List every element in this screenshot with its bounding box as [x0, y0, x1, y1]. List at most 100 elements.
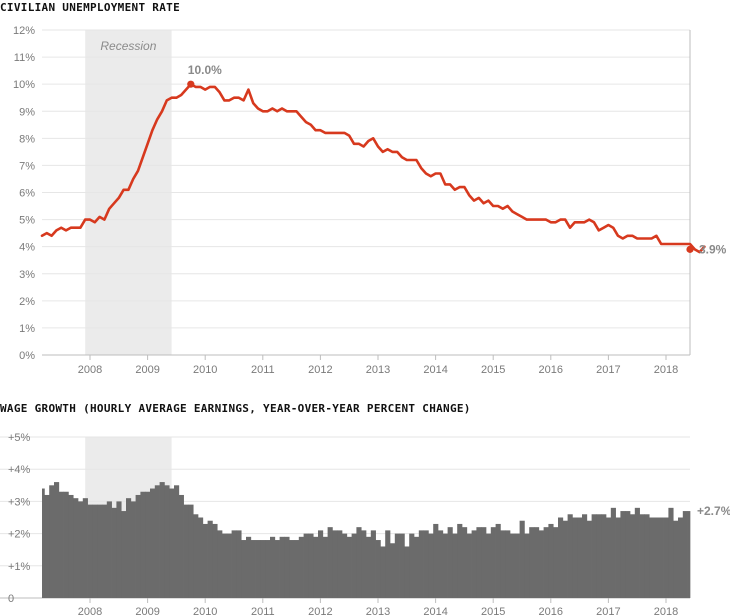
wage-bar — [428, 533, 434, 598]
wage-bar — [260, 540, 266, 598]
wage-bar — [601, 514, 607, 598]
wage-bar — [380, 546, 386, 598]
wage-bar — [615, 517, 621, 598]
wage-bar — [591, 514, 597, 598]
x-tick-label: 2010 — [193, 364, 217, 376]
y-tick-label: 4% — [19, 242, 35, 254]
wage-bar — [270, 536, 276, 598]
wage-bar — [423, 530, 429, 598]
wage-bar — [543, 527, 549, 598]
x-tick-label: 2018 — [654, 606, 678, 616]
wage-bar — [663, 517, 669, 598]
y-tick-label: +2% — [8, 529, 31, 541]
x-tick-label: 2009 — [135, 364, 159, 376]
wage-bar — [457, 523, 463, 598]
wage-bar — [250, 540, 256, 598]
wage-bar — [274, 540, 280, 598]
wage-bar — [486, 533, 492, 598]
wage-bar — [394, 533, 400, 598]
wage-bar — [678, 517, 684, 598]
x-tick-label: 2012 — [308, 606, 332, 616]
wage-bar — [538, 530, 544, 598]
y-tick-label: 12% — [13, 25, 35, 37]
wage-bar — [466, 533, 472, 598]
wage-bar — [553, 527, 559, 598]
wage-bar — [399, 533, 405, 598]
wage-bar — [246, 536, 252, 598]
y-tick-label: +4% — [8, 464, 31, 476]
wage-bar — [164, 485, 170, 598]
wage-bar — [514, 533, 520, 598]
wage-bar — [524, 533, 530, 598]
wage-bar — [654, 517, 660, 598]
y-tick-label: +3% — [8, 496, 31, 508]
wage-bar — [145, 491, 151, 598]
wage-bar — [188, 504, 194, 598]
y-tick-label: +1% — [8, 561, 31, 573]
x-tick-label: 2017 — [596, 606, 620, 616]
wage-bar — [313, 536, 319, 598]
wage-bar — [231, 530, 237, 598]
wage-bar — [68, 494, 74, 598]
wage-bar — [404, 546, 410, 598]
unemployment-chart: Recession 0% 1% 2% 3% 4% 5% 6% 7% 8% 9% 10% 11% 12% 20… — [13, 25, 727, 376]
wage-bar — [438, 530, 444, 598]
wage-bar — [169, 488, 175, 598]
wage-bar — [121, 511, 127, 598]
wage-bar — [49, 485, 55, 598]
peak-label: 10.0% — [188, 63, 222, 77]
x-tick-label: 2015 — [481, 364, 505, 376]
wage-bar — [332, 530, 338, 598]
y-tick-label: 0% — [19, 350, 35, 362]
wage-bar — [294, 540, 300, 598]
wage-bar — [572, 517, 578, 598]
wage-bar — [567, 514, 573, 598]
wage-bar — [476, 527, 482, 598]
x-tick-label: 2015 — [481, 606, 505, 616]
y-tick-label: 11% — [14, 52, 35, 64]
wage-bar — [625, 511, 631, 598]
wage-bar — [361, 530, 367, 598]
wage-bar — [241, 540, 247, 598]
wage-bar — [318, 530, 324, 598]
x-tick-label: 2014 — [423, 364, 447, 376]
y-tick-label: 8% — [19, 133, 35, 145]
wage-bar — [558, 517, 564, 598]
wage-bar — [639, 514, 645, 598]
wage-bar — [346, 536, 352, 598]
wage-bar — [63, 491, 69, 598]
wage-bar — [255, 540, 261, 598]
wage-bar — [682, 511, 688, 598]
y-tick-label: 1% — [19, 323, 35, 335]
wage-bar — [337, 530, 343, 598]
x-tick-label: 2018 — [654, 364, 678, 376]
wage-bar — [298, 536, 304, 598]
wage-bar — [342, 533, 348, 598]
y-tick-label: 6% — [19, 188, 35, 200]
x-tick-label: 2012 — [308, 364, 332, 376]
wage-bar — [82, 498, 88, 598]
wage-bar — [140, 491, 146, 598]
latest-wage-label: +2.7% — [697, 504, 730, 518]
wage-bar — [217, 530, 223, 598]
wage-bar — [390, 543, 396, 598]
wage-bar — [87, 504, 93, 598]
y-tick-label: +5% — [8, 432, 31, 444]
wage-bar — [135, 494, 141, 598]
x-tick-label: 2017 — [596, 364, 620, 376]
wage-bar — [375, 540, 381, 598]
wage-bar — [226, 533, 232, 598]
wage-bar — [577, 517, 583, 598]
x-tick-label: 2009 — [135, 606, 159, 616]
wage-bar — [366, 536, 372, 598]
wage-bar — [630, 514, 636, 598]
x-tick-label: 2008 — [78, 606, 102, 616]
wage-bar — [634, 507, 640, 598]
wage-bar — [673, 520, 679, 598]
wage-bar — [582, 514, 588, 598]
wage-bar — [414, 536, 420, 598]
wage-bar — [668, 507, 674, 598]
y-tick-label: 10% — [13, 79, 35, 91]
wage-bar — [42, 488, 45, 598]
wage-bar — [490, 527, 496, 598]
